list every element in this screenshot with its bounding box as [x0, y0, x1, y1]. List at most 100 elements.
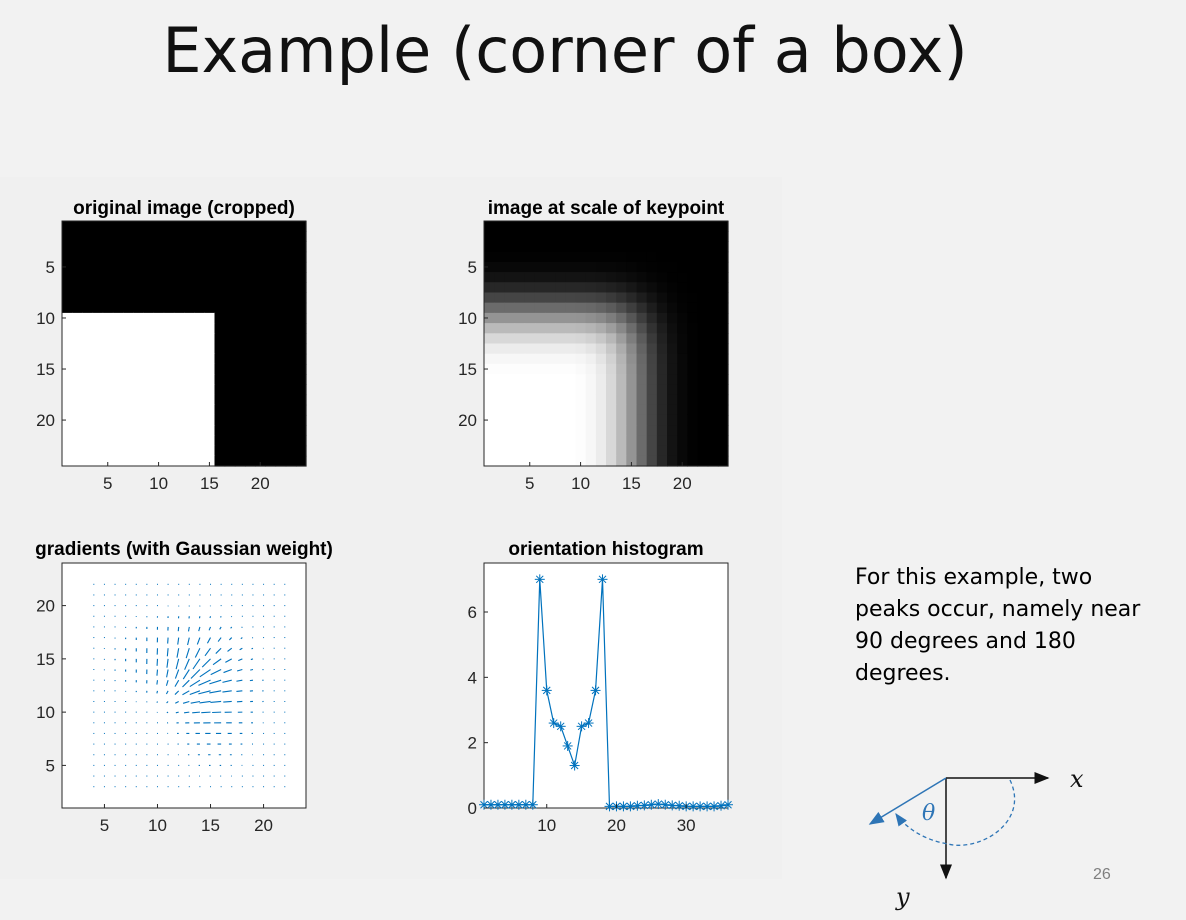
original-pixel-cell [275, 374, 287, 385]
scaled-pixel-cell [646, 384, 658, 396]
original-pixel-cell [112, 404, 124, 416]
scaled-pixel-cell [575, 292, 587, 304]
original-pixel-cell [194, 241, 205, 253]
scaled-pixel-cell [606, 251, 617, 263]
original-pixel-cell [72, 333, 83, 345]
scaled-pixel-cell [524, 272, 536, 283]
scaled-pixel-cell [687, 302, 699, 314]
scaled-pixel-cell [717, 221, 729, 232]
scaled-pixel-cell [575, 374, 587, 385]
scaled-pixel-cell [636, 221, 648, 232]
scaled-pixel-cell [565, 231, 577, 243]
original-pixel-cell [163, 435, 175, 447]
gradient-dot [263, 594, 265, 596]
original-pixel-cell [224, 394, 236, 406]
original-pixel-cell [184, 374, 195, 385]
original-pixel-cell [295, 343, 307, 355]
original-pixel-cell [285, 312, 297, 324]
scaled-pixel-cell [626, 384, 638, 396]
original-pixel-cell [255, 302, 266, 314]
scaled-pixel-cell [697, 241, 709, 253]
scaled-pixel-cell [687, 272, 699, 283]
original-pixel-cell [204, 333, 216, 345]
original-pixel-cell [194, 302, 205, 314]
original-pixel-cell [143, 394, 155, 406]
gradient-dot [93, 679, 95, 681]
gradient-dot [178, 775, 180, 777]
original-pixel-cell [265, 404, 277, 416]
scaled-pixel-cell [514, 394, 526, 406]
scaled-pixel-cell [524, 231, 536, 243]
scaled-pixel-cell [626, 414, 638, 426]
scaled-pixel-cell [616, 251, 627, 263]
scaled-pixel-cell [667, 251, 678, 263]
gradient-dot [103, 764, 105, 766]
scaled-pixel-cell [677, 302, 688, 314]
original-pixel-cell [143, 384, 155, 396]
scaled-pixel-cell [626, 363, 638, 375]
gradient-dot [103, 786, 105, 788]
gradient-dot [252, 594, 254, 596]
scaled-pixel-cell [484, 343, 495, 355]
scaled-pixel-cell [626, 251, 638, 263]
scaled-pixel-cell [687, 363, 699, 375]
original-pixel-cell [62, 323, 73, 334]
original-pixel-cell [133, 231, 144, 243]
scaled-pixel-cell [697, 414, 709, 426]
scaled-pixel-cell [575, 363, 587, 375]
original-pixel-cell [173, 251, 185, 263]
slide-title: Example (corner of a box) [162, 14, 968, 87]
scaled-pixel-cell [484, 445, 495, 457]
gradient-dot [210, 594, 212, 596]
gradient-dot [146, 605, 148, 607]
gradient-dot [231, 594, 233, 596]
gradient-arrow [250, 668, 254, 671]
gradient-arrow [185, 648, 190, 659]
original-pixel-cell [295, 363, 307, 375]
original-pixel-cell [184, 251, 195, 263]
gradient-arrow [209, 679, 222, 685]
original-pixel-cell [153, 231, 165, 243]
scaled-pixel-cell [616, 323, 627, 334]
original-pixel-cell [275, 302, 287, 314]
original-pixel-cell [92, 394, 104, 406]
gradient-dot [199, 583, 201, 585]
scaled-pixel-cell [595, 353, 607, 365]
scaled-pixel-cell [484, 251, 495, 263]
scaled-pixel-cell [656, 425, 668, 436]
gradient-arrow [166, 711, 169, 714]
scaled-pixel-cell [697, 425, 709, 436]
gradient-dot [220, 594, 222, 596]
original-pixel-cell [82, 414, 94, 426]
original-pixel-cell [133, 353, 144, 365]
scaled-pixel-cell [656, 394, 668, 406]
scaled-pixel-cell [616, 455, 627, 467]
gradient-dot [103, 700, 105, 702]
scaled-pixel-cell [667, 425, 678, 436]
scaled-pixel-cell [585, 414, 597, 426]
original-pixel-cell [285, 272, 297, 283]
gradient-arrow [201, 711, 211, 714]
histogram-point [499, 799, 510, 810]
scaled-pixel-cell [565, 333, 577, 345]
gradient-arrow [201, 658, 211, 668]
scaled-pixel-cell [636, 282, 648, 294]
scaled-pixel-cell [656, 251, 668, 263]
original-pixel-cell [133, 455, 144, 467]
scaled-pixel-cell [717, 231, 729, 243]
original-pixel-cell [153, 414, 165, 426]
scaled-pixel-cell [595, 455, 607, 467]
gradient-dot [178, 594, 180, 596]
scaled-pixel-cell [494, 404, 505, 416]
gradient-dot [125, 743, 127, 745]
scaled-pixel-cell [717, 282, 729, 294]
scaled-pixel-cell [565, 353, 577, 365]
scaled-pixel-cell [626, 272, 638, 283]
scaled-pixel-cell [687, 251, 699, 263]
scaled-pixel-cell [667, 343, 678, 355]
original-pixel-cell [112, 302, 124, 314]
original-pixel-cell [123, 425, 134, 436]
original-pixel-cell [234, 261, 246, 273]
histogram-point [541, 685, 552, 696]
gradient-arrow [175, 658, 180, 670]
